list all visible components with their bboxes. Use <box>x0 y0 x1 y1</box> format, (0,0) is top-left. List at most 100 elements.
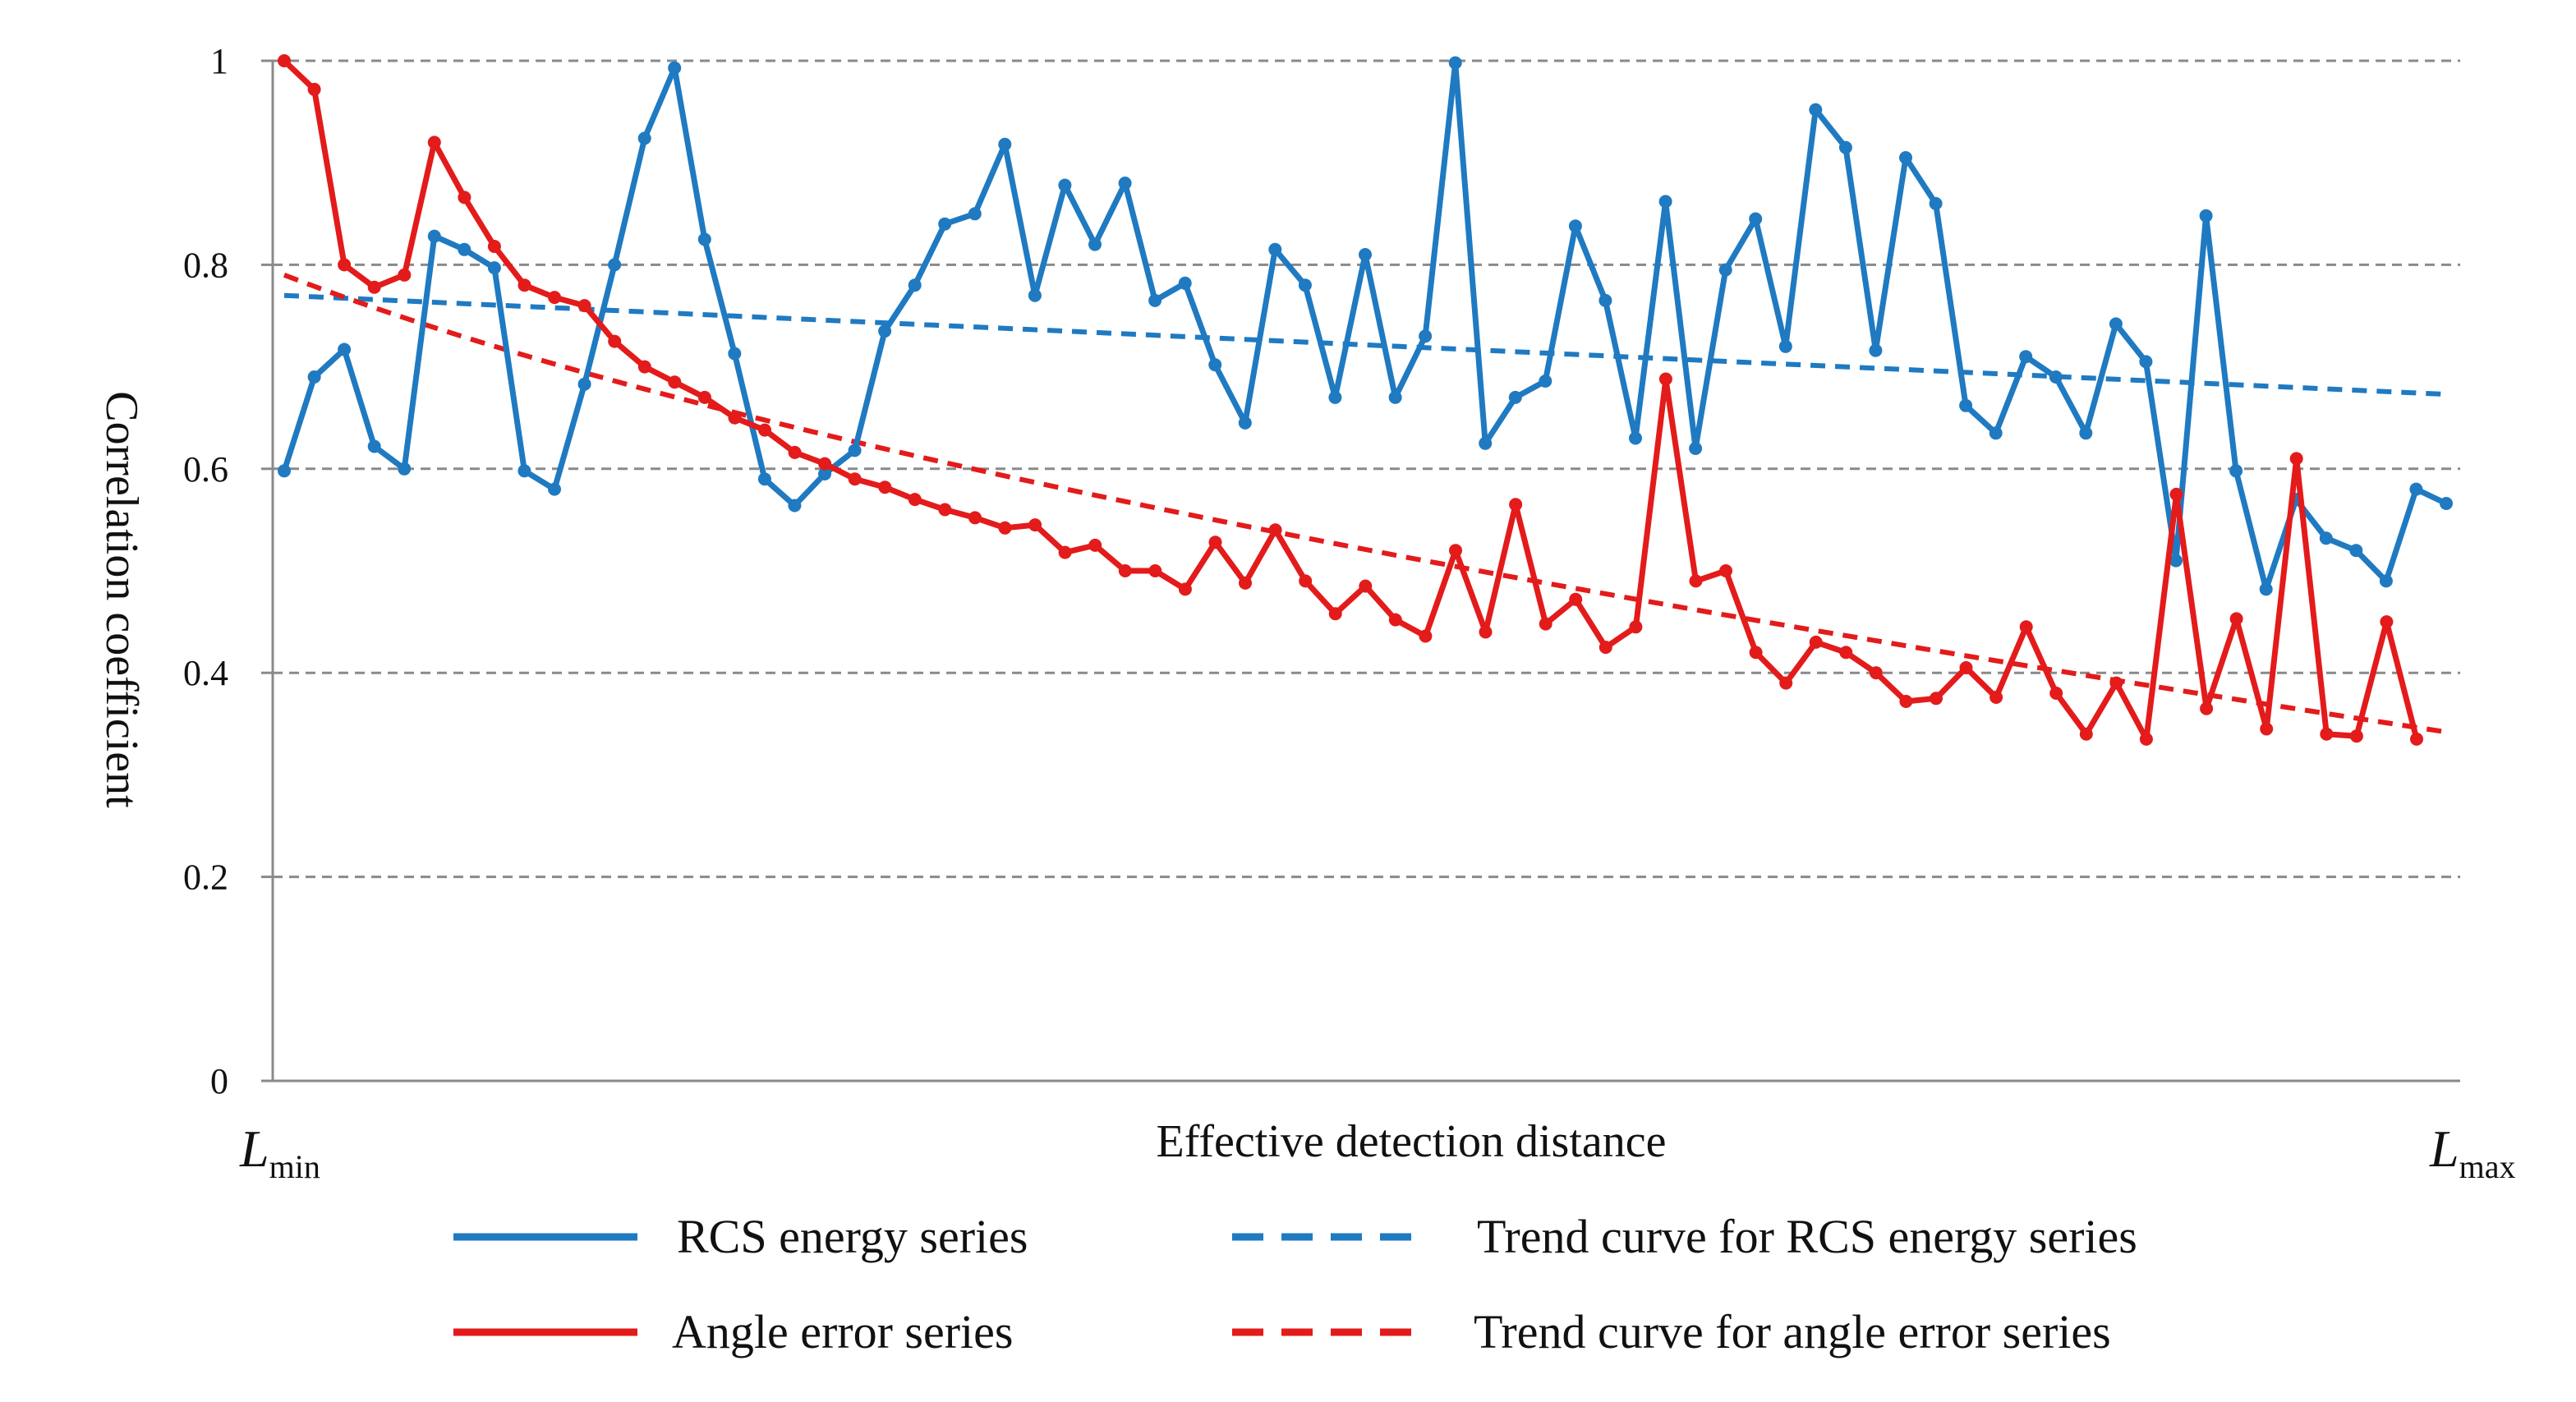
data-point <box>1239 576 1252 590</box>
data-point <box>1359 579 1373 593</box>
data-point <box>307 370 321 384</box>
legend-label-rcs: RCS energy series <box>677 1210 1028 1263</box>
data-point <box>1809 635 1823 649</box>
data-point <box>697 390 711 404</box>
data-point <box>1449 544 1462 558</box>
y-tick-label: 0.6 <box>183 449 228 490</box>
data-point <box>2139 732 2153 746</box>
data-point <box>577 299 591 313</box>
data-point <box>2109 676 2123 690</box>
data-point <box>427 136 441 149</box>
data-point <box>1238 416 1252 430</box>
data-point <box>637 360 651 374</box>
data-point <box>338 342 352 356</box>
y-tick-labels: 0 0.2 0.4 0.6 0.8 1 <box>183 41 273 1101</box>
data-point <box>1508 390 1522 404</box>
data-point <box>1088 237 1102 251</box>
data-point <box>367 280 381 294</box>
y-tick-label: 1 <box>210 41 228 81</box>
data-point <box>1929 196 1943 210</box>
data-point <box>1959 661 1973 674</box>
data-point <box>1539 375 1552 388</box>
data-point <box>878 324 892 338</box>
data-point <box>2409 482 2423 496</box>
data-point <box>2320 727 2334 741</box>
data-point <box>1990 691 2003 704</box>
data-point <box>2169 554 2183 568</box>
data-point <box>487 240 501 253</box>
data-point <box>1689 574 1703 588</box>
y-tick-label: 0.8 <box>183 245 228 285</box>
data-point <box>398 268 412 282</box>
data-point <box>1959 398 1973 412</box>
data-point <box>1479 625 1493 639</box>
data-point <box>1689 442 1703 455</box>
data-point <box>1058 178 1072 192</box>
data-point <box>788 499 802 513</box>
data-point <box>2229 612 2243 626</box>
data-point <box>2199 209 2213 223</box>
data-point <box>367 439 381 453</box>
data-point <box>1058 545 1072 559</box>
data-point <box>998 137 1012 151</box>
data-point <box>518 464 531 478</box>
axes <box>271 61 2460 1083</box>
data-point <box>398 462 412 476</box>
data-point <box>2019 620 2033 634</box>
data-point <box>2049 370 2063 384</box>
data-point <box>487 261 501 275</box>
data-point <box>788 445 802 459</box>
data-point <box>1148 293 1162 307</box>
data-point <box>1509 498 1523 512</box>
data-point <box>1989 426 2003 440</box>
y-tick-label: 0.2 <box>183 857 228 898</box>
data-point <box>1388 390 1402 404</box>
data-point <box>818 467 831 480</box>
data-point <box>1028 288 1042 302</box>
data-point <box>2079 727 2093 741</box>
data-point <box>1629 620 1643 634</box>
data-point <box>2349 544 2363 558</box>
data-point <box>968 511 982 525</box>
data-point <box>697 232 711 246</box>
data-point <box>2139 355 2153 369</box>
data-point <box>427 229 441 243</box>
data-point <box>2019 350 2033 364</box>
x-axis-title: Effective detection distance <box>1157 1116 1667 1167</box>
data-point <box>1028 518 1042 532</box>
legend: RCS energy series Trend curve for RCS en… <box>453 1210 2137 1358</box>
data-point <box>1778 339 1792 353</box>
x-min-label: Lmin <box>239 1119 320 1185</box>
data-point <box>968 207 982 221</box>
data-point <box>758 423 771 437</box>
data-point <box>1568 219 1582 233</box>
data-point <box>757 472 771 486</box>
data-point <box>2440 497 2453 510</box>
data-point <box>1779 676 1793 690</box>
data-point <box>608 258 622 272</box>
data-point <box>1208 536 1222 549</box>
trend-line-0 <box>283 292 2447 398</box>
data-point <box>1719 564 1732 577</box>
data-point <box>2380 615 2394 629</box>
data-point <box>1148 564 1162 577</box>
data-point <box>1899 695 1913 708</box>
data-point <box>278 464 291 478</box>
data-point <box>2349 729 2363 743</box>
data-point <box>1809 103 1823 117</box>
data-series <box>278 54 2453 746</box>
data-point <box>338 258 352 272</box>
data-point <box>278 54 291 67</box>
data-point <box>548 291 562 305</box>
data-point <box>668 375 682 389</box>
data-point <box>577 377 591 391</box>
data-point <box>2259 582 2273 596</box>
legend-label-angle: Angle error series <box>672 1305 1014 1358</box>
data-point <box>1298 278 1312 292</box>
data-point <box>1388 613 1402 627</box>
data-point <box>1869 666 1883 680</box>
data-point <box>1328 607 1342 621</box>
data-point <box>2169 487 2183 501</box>
data-point <box>2200 701 2214 715</box>
